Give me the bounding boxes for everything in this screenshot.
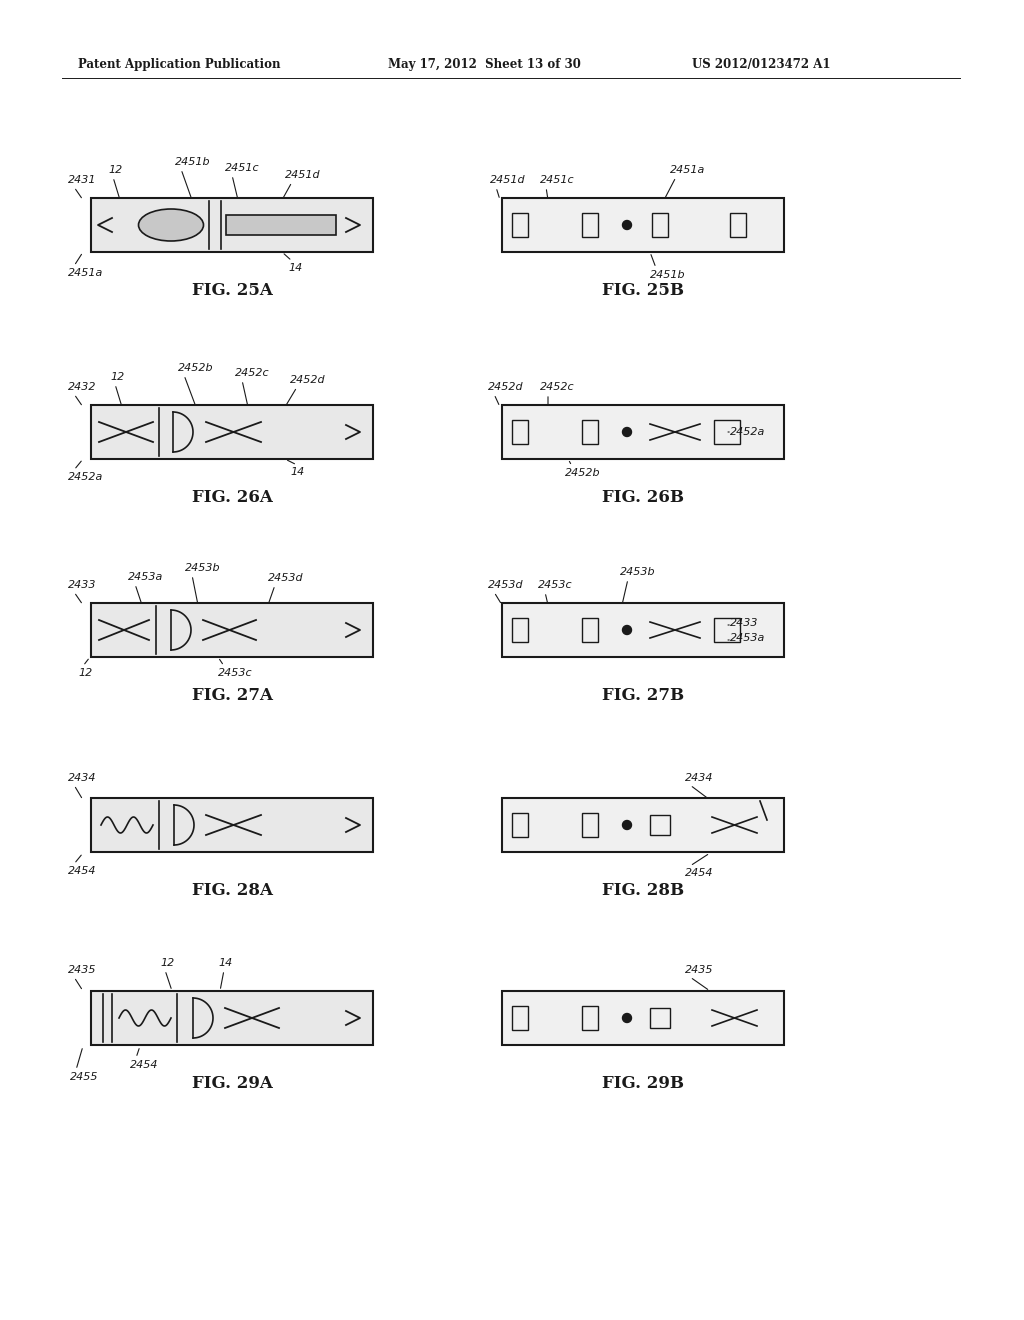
Text: 2432: 2432	[68, 381, 96, 392]
Text: US 2012/0123472 A1: US 2012/0123472 A1	[692, 58, 830, 71]
Text: 2452b: 2452b	[178, 363, 214, 374]
Bar	[91, 799, 373, 851]
Text: May 17, 2012  Sheet 13 of 30: May 17, 2012 Sheet 13 of 30	[388, 58, 581, 71]
Text: 2433: 2433	[730, 618, 759, 628]
Text: 2452d: 2452d	[488, 381, 523, 392]
Text: 12: 12	[108, 165, 122, 176]
Text: FIG. 27A: FIG. 27A	[191, 686, 272, 704]
Text: 2453c: 2453c	[218, 668, 253, 678]
Bar	[502, 991, 784, 1045]
Text: 2453b: 2453b	[185, 564, 220, 573]
Text: 2434: 2434	[685, 774, 714, 783]
Bar	[582, 813, 598, 837]
Text: 2454: 2454	[685, 869, 714, 878]
Text: FIG. 28A: FIG. 28A	[191, 882, 272, 899]
Text: 2452d: 2452d	[290, 375, 326, 385]
Text: 2453a: 2453a	[128, 572, 164, 582]
Bar	[512, 420, 528, 444]
Text: 2453a: 2453a	[730, 634, 765, 643]
Bar	[582, 618, 598, 642]
Text: 14: 14	[288, 263, 302, 273]
Bar	[502, 198, 784, 252]
Text: 2453c: 2453c	[538, 579, 572, 590]
Text: 2434: 2434	[68, 774, 96, 783]
Bar	[91, 405, 373, 459]
Text: 2451d: 2451d	[490, 176, 525, 185]
Text: 2452b: 2452b	[565, 469, 601, 478]
Text: FIG. 26A: FIG. 26A	[191, 488, 272, 506]
Text: 2451b: 2451b	[175, 157, 211, 168]
Bar	[512, 813, 528, 837]
Bar	[91, 603, 373, 657]
Text: FIG. 29B: FIG. 29B	[602, 1074, 684, 1092]
Bar	[730, 213, 746, 238]
Text: 2454: 2454	[130, 1060, 159, 1071]
Text: FIG. 25A: FIG. 25A	[191, 282, 272, 300]
Text: 2455: 2455	[70, 1072, 98, 1082]
Text: 2452c: 2452c	[234, 368, 269, 378]
Text: 12: 12	[110, 372, 124, 381]
Text: 2454: 2454	[68, 866, 96, 876]
Text: 2453b: 2453b	[620, 568, 655, 577]
Text: 2431: 2431	[68, 176, 96, 185]
Circle shape	[623, 1014, 632, 1023]
Text: 2451a: 2451a	[670, 165, 706, 176]
Text: FIG. 26B: FIG. 26B	[602, 488, 684, 506]
Bar	[582, 1006, 598, 1030]
Bar	[582, 213, 598, 238]
Text: 2452a: 2452a	[730, 426, 765, 437]
Bar	[714, 618, 740, 642]
Text: 12: 12	[78, 668, 92, 678]
Bar	[91, 198, 373, 252]
Bar	[650, 814, 670, 836]
Bar	[512, 618, 528, 642]
Text: 2435: 2435	[685, 965, 714, 975]
Text: FIG. 25B: FIG. 25B	[602, 282, 684, 300]
Bar	[91, 991, 373, 1045]
Bar	[502, 603, 784, 657]
Circle shape	[623, 220, 632, 230]
Circle shape	[623, 428, 632, 437]
Ellipse shape	[138, 209, 204, 242]
Text: 2451b: 2451b	[650, 271, 686, 280]
Bar	[226, 215, 336, 235]
Text: 2452a: 2452a	[68, 473, 103, 482]
Bar	[650, 1008, 670, 1028]
Bar	[512, 213, 528, 238]
Text: FIG. 28B: FIG. 28B	[602, 882, 684, 899]
Text: 2451c: 2451c	[540, 176, 574, 185]
Text: 2451a: 2451a	[68, 268, 103, 279]
Bar	[582, 420, 598, 444]
Bar	[502, 405, 784, 459]
Text: Patent Application Publication: Patent Application Publication	[78, 58, 281, 71]
Bar	[502, 799, 784, 851]
Text: 2435: 2435	[68, 965, 96, 975]
Text: 2433: 2433	[68, 579, 96, 590]
Text: 2451d: 2451d	[285, 170, 321, 180]
Bar	[714, 420, 740, 444]
Text: 2451c: 2451c	[225, 162, 260, 173]
Bar	[652, 213, 668, 238]
Circle shape	[623, 626, 632, 635]
Text: FIG. 29A: FIG. 29A	[191, 1074, 272, 1092]
Text: 2453d: 2453d	[268, 573, 304, 583]
Circle shape	[623, 821, 632, 829]
Text: 2452c: 2452c	[540, 381, 574, 392]
Bar	[512, 1006, 528, 1030]
Text: 14: 14	[218, 958, 232, 968]
Text: 12: 12	[160, 958, 174, 968]
Text: FIG. 27B: FIG. 27B	[602, 686, 684, 704]
Text: 2453d: 2453d	[488, 579, 523, 590]
Text: 14: 14	[290, 467, 304, 477]
